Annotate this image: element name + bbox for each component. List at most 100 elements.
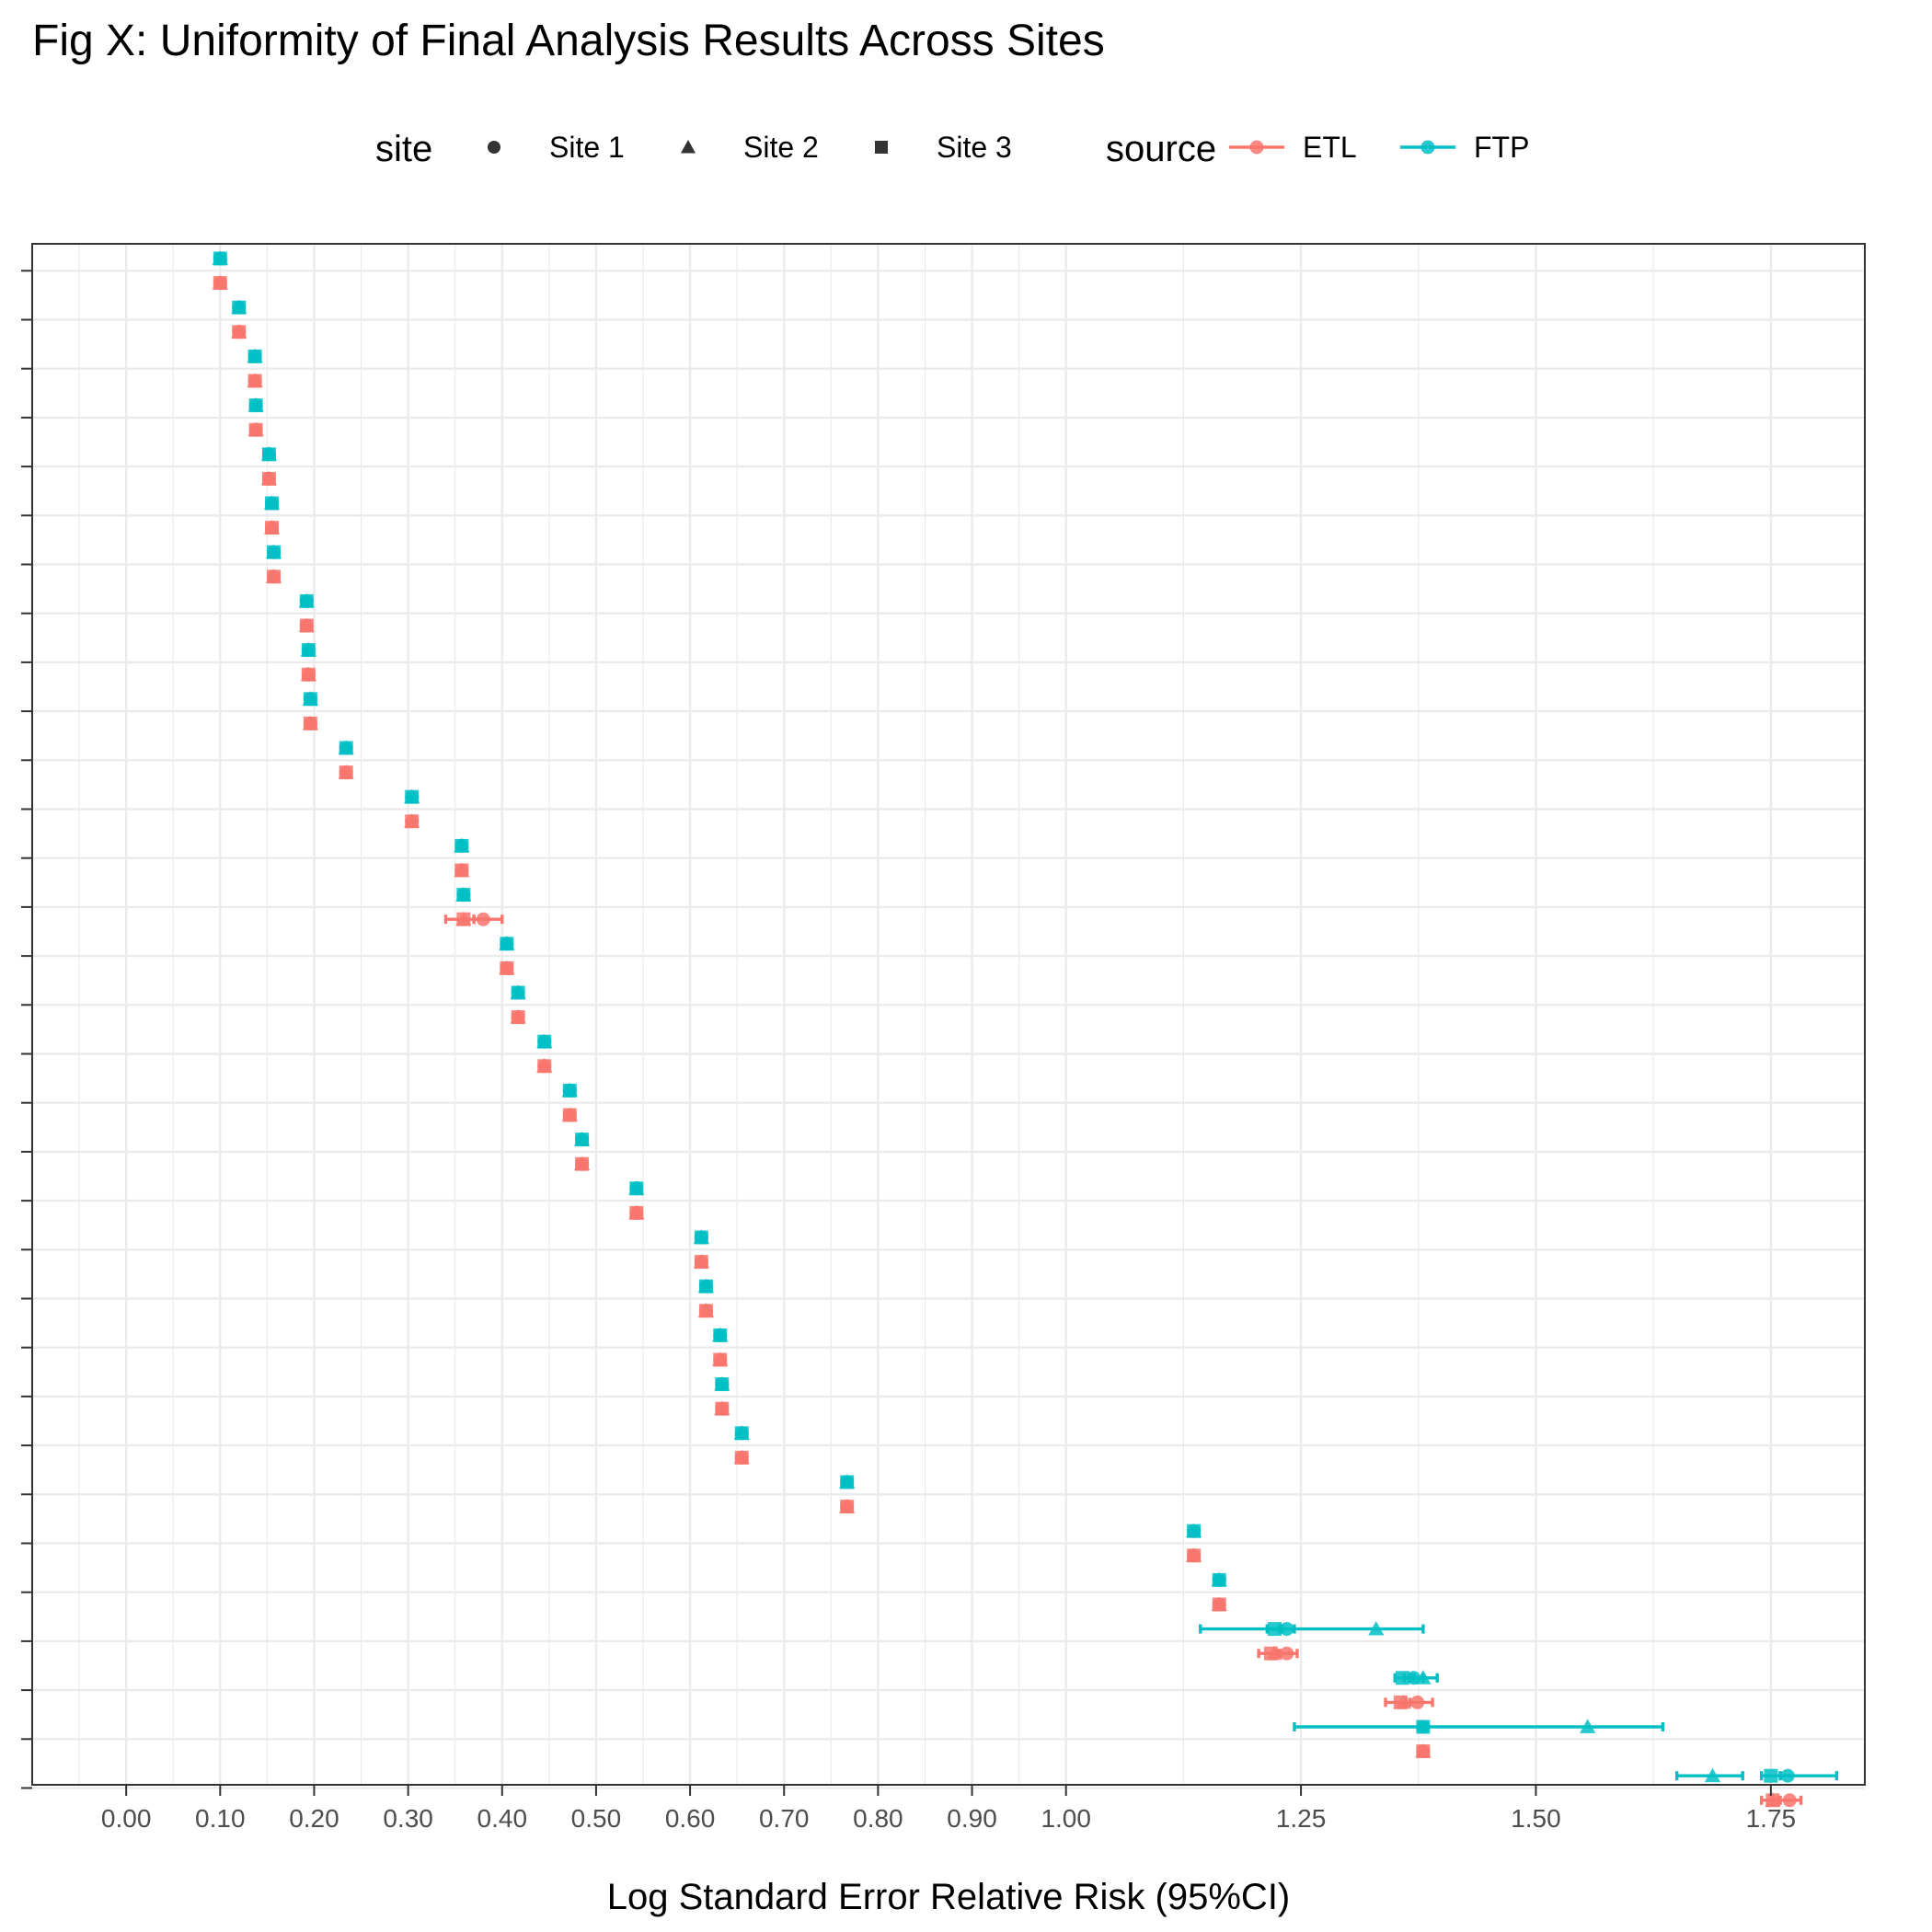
data-point-square: [1393, 1695, 1408, 1709]
data-point-triangle: [1415, 1670, 1432, 1685]
data-point-square: [1263, 1646, 1278, 1661]
data-point-square: [1187, 1548, 1202, 1563]
data-point-square: [715, 1377, 730, 1392]
data-point-square: [454, 863, 469, 878]
data-point-square: [562, 1083, 577, 1098]
legend-triangle-icon: [680, 139, 696, 154]
data-point-square: [456, 912, 471, 926]
data-point-square: [264, 496, 279, 511]
legend-site-title: site: [375, 129, 432, 169]
data-point-square: [232, 325, 247, 339]
data-point-circle: [1780, 1768, 1795, 1783]
data-point-circle: [1410, 1695, 1425, 1709]
x-tick-label: 0.10: [195, 1804, 246, 1833]
data-point-square: [511, 985, 525, 1000]
data-point-square: [713, 1328, 728, 1342]
data-point-square: [1212, 1597, 1226, 1612]
data-point-square: [456, 888, 471, 903]
legend-sources: ETL FTP: [1229, 131, 1529, 164]
plot-border: [31, 243, 1866, 1786]
data-point-triangle: [1580, 1719, 1596, 1733]
data-point-triangle: [1368, 1620, 1385, 1636]
x-tick-label: 0.80: [853, 1804, 903, 1833]
data-point-square: [339, 741, 353, 755]
data-point-square: [575, 1156, 590, 1171]
data-point-square: [500, 937, 514, 951]
data-marks: [212, 250, 1839, 1808]
data-point-square: [1416, 1744, 1431, 1759]
data-point-square: [299, 593, 314, 608]
chart-title: Fig X: Uniformity of Final Analysis Resu…: [32, 17, 1105, 65]
data-point-square: [303, 716, 317, 730]
data-point-square: [248, 422, 263, 437]
data-point-square: [629, 1181, 644, 1196]
legend-sites: Site 1 Site 2 Site 3: [488, 131, 1012, 164]
legend: site Site 1 Site 2 Site 3 source ETL FTP: [375, 129, 1529, 169]
data-point-square: [301, 667, 316, 682]
data-point-square: [500, 960, 514, 975]
data-point-square: [840, 1500, 855, 1514]
data-point-square: [575, 1133, 590, 1147]
x-tick-label: 0.50: [571, 1804, 622, 1833]
data-point-square: [267, 545, 282, 559]
plot-background: [32, 244, 1865, 1785]
data-point-triangle: [1704, 1767, 1721, 1783]
data-point-square: [299, 618, 314, 633]
x-tick-label: 0.00: [101, 1804, 152, 1833]
x-tick-label: 0.30: [383, 1804, 433, 1833]
legend-square-icon: [875, 141, 888, 154]
data-point-square: [247, 374, 262, 388]
x-tick-label: 1.25: [1276, 1804, 1327, 1833]
legend-source-label: FTP: [1474, 131, 1529, 164]
data-point-square: [698, 1304, 713, 1318]
legend-site-label: Site 2: [743, 131, 819, 164]
x-tick-label: 1.75: [1746, 1804, 1797, 1833]
data-point-square: [405, 789, 420, 804]
y-axis-ticks: [21, 270, 32, 1789]
data-point-square: [1212, 1572, 1226, 1587]
legend-site-label: Site 1: [549, 131, 625, 164]
legend-source-label: ETL: [1303, 131, 1357, 164]
data-point-circle: [476, 912, 490, 926]
data-point-square: [213, 276, 227, 291]
data-point-square: [734, 1450, 749, 1465]
data-point-square: [261, 471, 276, 486]
data-point-square: [1765, 1793, 1780, 1808]
grid-lines: [32, 244, 1865, 1789]
x-tick-label: 0.40: [477, 1804, 528, 1833]
x-tick-label: 0.70: [759, 1804, 810, 1833]
data-point-square: [247, 349, 262, 363]
legend-circle-icon: [488, 141, 500, 154]
data-point-square: [629, 1205, 644, 1220]
x-tick-label: 0.20: [289, 1804, 339, 1833]
data-point-square: [715, 1401, 730, 1416]
data-point-square: [339, 765, 353, 780]
x-tick-label: 0.60: [665, 1804, 716, 1833]
x-tick-label: 1.00: [1041, 1804, 1091, 1833]
plot-area: 0.00 0.10 0.20 0.30 0.40 0.50 0.60 0.70 0.80 0.90…: [21, 243, 1866, 1833]
data-point-square: [213, 251, 227, 266]
data-point-square: [405, 814, 420, 829]
x-axis-title: Log Standard Error Relative Risk (95%CI): [607, 1877, 1291, 1917]
data-point-square: [698, 1279, 713, 1294]
data-point-square: [537, 1034, 552, 1049]
data-point-circle: [1782, 1793, 1797, 1808]
x-tick-label: 0.90: [947, 1804, 997, 1833]
data-point-square: [511, 1010, 525, 1025]
legend-site-label: Site 3: [937, 131, 1012, 164]
data-point-square: [303, 692, 317, 707]
legend-point-icon: [1249, 140, 1264, 155]
data-point-square: [1416, 1719, 1431, 1734]
data-point-square: [694, 1255, 708, 1270]
data-point-square: [1395, 1671, 1409, 1685]
data-point-square: [537, 1059, 552, 1074]
legend-source-title: source: [1106, 129, 1216, 169]
data-point-square: [248, 398, 263, 413]
data-point-circle: [1280, 1622, 1294, 1637]
x-axis: 0.00 0.10 0.20 0.30 0.40 0.50 0.60 0.70 0.80 0.90…: [101, 1785, 1796, 1833]
data-point-square: [264, 521, 279, 535]
data-point-square: [267, 569, 282, 584]
data-point-square: [734, 1426, 749, 1441]
data-point-square: [1764, 1768, 1778, 1783]
